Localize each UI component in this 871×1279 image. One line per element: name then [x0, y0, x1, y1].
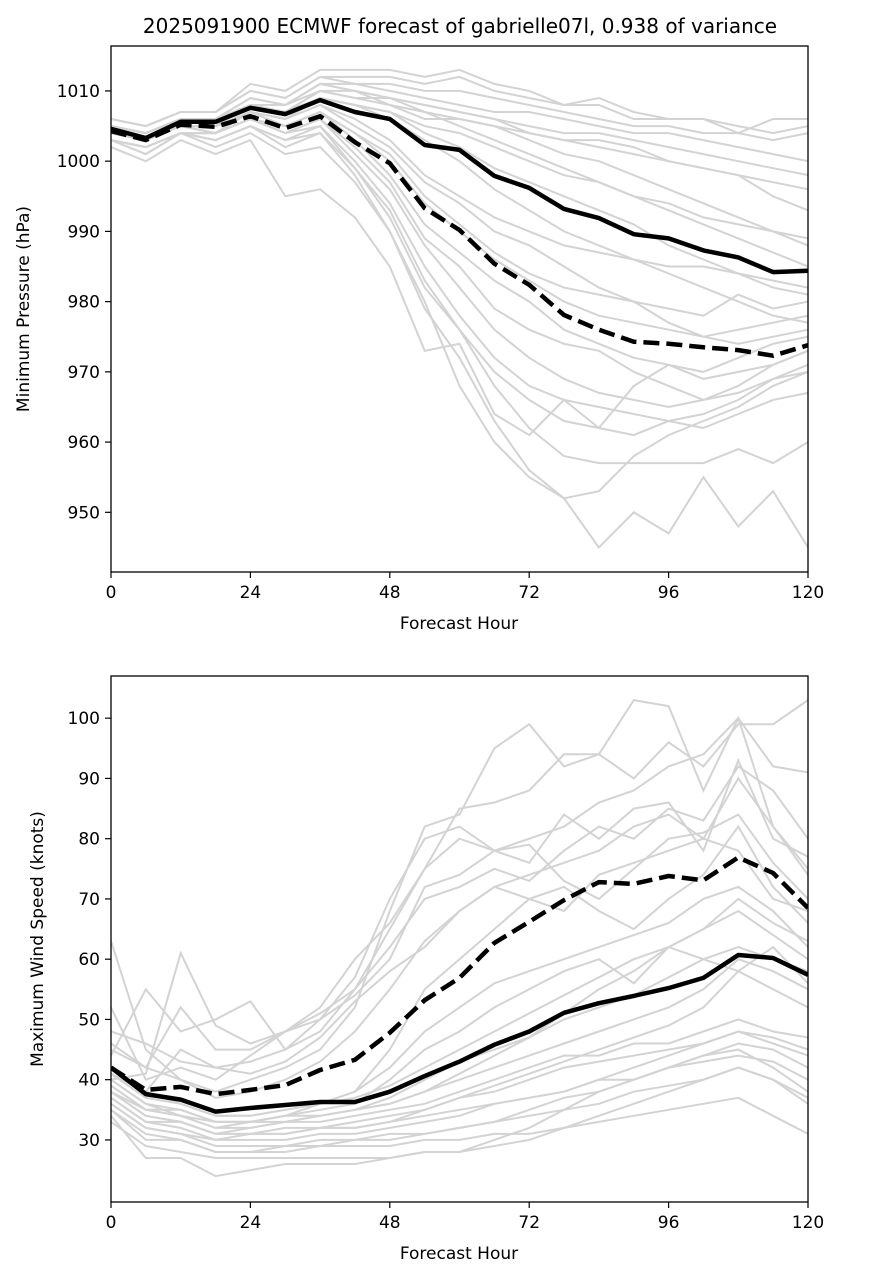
pressure-x-tick-label: 72	[518, 583, 540, 603]
wind-member-line-17	[111, 1066, 808, 1147]
pressure-member-line-9	[111, 131, 808, 500]
pressure-axes-frame	[110, 45, 809, 573]
wind-x-tick-label: 120	[792, 1213, 824, 1233]
wind-y-tick-label: 70	[78, 890, 100, 910]
wind-member-line-1	[111, 699, 808, 1093]
pressure-member-line-20	[111, 82, 808, 268]
wind-member-line-23	[111, 1030, 808, 1135]
wind-y-tick-label: 40	[78, 1071, 100, 1091]
pressure-x-tick-label: 96	[658, 583, 680, 603]
wind-y-tick-label: 100	[68, 709, 100, 729]
wind-ensemble-members	[111, 699, 808, 1178]
wind-axes-frame	[110, 675, 809, 1203]
wind-x-tick-label: 72	[518, 1213, 540, 1233]
pressure-y-tick-label: 1000	[57, 152, 100, 172]
pressure-member-line-19	[111, 68, 808, 135]
pressure-member-line-22	[111, 117, 808, 409]
wind-member-line-22	[111, 1096, 808, 1153]
pressure-x-tick-label: 24	[240, 583, 262, 603]
wind-y-ticks: 30 40 50 60 70 80 90 100	[68, 709, 111, 1151]
pressure-y-tick-label: 990	[68, 222, 100, 242]
wind-summary-lines	[111, 855, 808, 1114]
wind-member-line-5	[111, 813, 808, 1094]
wind-member-line-12	[111, 1018, 808, 1129]
pressure-summary-lines	[111, 97, 808, 358]
wind-mean-line	[111, 952, 808, 1114]
wind-y-tick-label: 60	[78, 950, 100, 970]
wind-y-axis-label: Maximum Wind Speed (knots)	[28, 811, 48, 1067]
pressure-x-axis-label: Forecast Hour	[400, 614, 518, 634]
pressure-y-ticks: 950 960 970 980 990 1000 1010	[57, 82, 111, 523]
wind-panel: 0 24 48 72 96 120 30 40 50 60 70 80 90 100 Forecast …	[28, 675, 824, 1264]
wind-weighted-line	[111, 855, 808, 1097]
wind-y-tick-label: 90	[78, 769, 100, 789]
pressure-y-tick-label: 950	[68, 503, 100, 523]
pressure-x-tick-label: 48	[379, 583, 401, 603]
wind-y-tick-label: 50	[78, 1010, 100, 1030]
wind-y-tick-label: 30	[78, 1131, 100, 1151]
pressure-member-line-12	[111, 75, 808, 163]
wind-x-tick-label: 24	[240, 1213, 262, 1233]
wind-member-line-16	[111, 1066, 808, 1159]
wind-member-line-13	[111, 1030, 808, 1141]
wind-x-tick-label: 0	[106, 1213, 117, 1233]
pressure-member-line-11	[111, 138, 808, 437]
wind-member-line-9	[111, 945, 808, 1129]
wind-member-line-25	[111, 897, 808, 1123]
pressure-member-line-23	[111, 89, 808, 177]
pressure-mean-line	[111, 97, 808, 275]
pressure-weighted-line	[111, 113, 808, 358]
wind-member-line-21	[111, 776, 808, 1099]
pressure-member-line-25	[111, 125, 808, 437]
pressure-y-axis-label: Minimum Pressure (hPa)	[14, 206, 34, 412]
pressure-x-tick-label: 120	[792, 583, 824, 603]
pressure-y-tick-label: 1010	[57, 82, 100, 102]
wind-member-line-20	[111, 764, 808, 1081]
wind-x-tick-label: 96	[658, 1213, 680, 1233]
pressure-member-line-21	[111, 110, 808, 373]
pressure-panel: 0 24 48 72 96 120 950 960 970 980 990 1000 1010 For…	[14, 45, 824, 634]
wind-x-axis-label: Forecast Hour	[400, 1244, 518, 1264]
pressure-x-tick-label: 0	[106, 583, 117, 603]
wind-member-line-3	[111, 716, 808, 1081]
pressure-y-tick-label: 970	[68, 363, 100, 383]
pressure-y-tick-label: 980	[68, 293, 100, 313]
wind-x-tick-label: 48	[379, 1213, 401, 1233]
chart-title: 2025091900 ECMWF forecast of gabrielle07…	[143, 14, 777, 38]
wind-y-tick-label: 80	[78, 830, 100, 850]
pressure-y-tick-label: 960	[68, 433, 100, 453]
wind-x-ticks: 0 24 48 72 96 120	[106, 1202, 824, 1233]
pressure-x-ticks: 0 24 48 72 96 120	[106, 572, 824, 603]
